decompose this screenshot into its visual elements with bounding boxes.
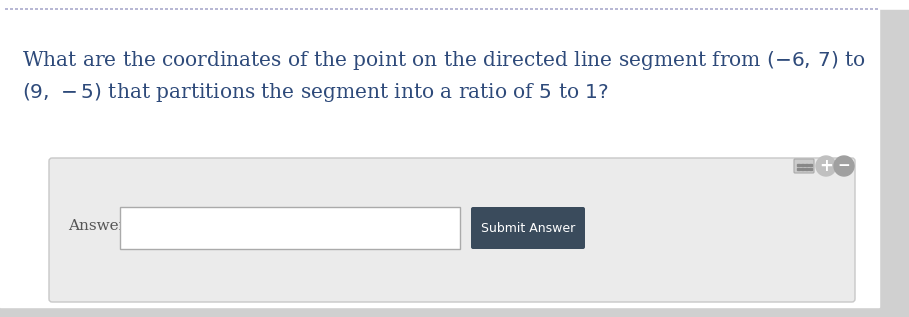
FancyBboxPatch shape bbox=[49, 158, 855, 302]
Text: +: + bbox=[819, 157, 833, 175]
Bar bbox=[120, 207, 460, 249]
FancyBboxPatch shape bbox=[471, 207, 585, 249]
Text: What are the coordinates of the point on the directed line segment from $(-6,\,7: What are the coordinates of the point on… bbox=[22, 49, 865, 72]
Bar bbox=[801, 168, 804, 170]
Circle shape bbox=[816, 156, 836, 176]
Bar bbox=[805, 164, 807, 166]
Bar bbox=[879, 10, 909, 317]
Bar bbox=[809, 164, 812, 166]
Text: $(9,\,-5)$ that partitions the segment into a ratio of $5$ to $1?$: $(9,\,-5)$ that partitions the segment i… bbox=[22, 81, 609, 104]
Bar bbox=[0, 307, 879, 317]
Circle shape bbox=[834, 156, 854, 176]
Text: Answer:: Answer: bbox=[68, 219, 131, 233]
FancyBboxPatch shape bbox=[794, 159, 814, 173]
Text: Submit Answer: Submit Answer bbox=[481, 222, 575, 235]
Bar bbox=[805, 168, 807, 170]
Bar bbox=[809, 168, 812, 170]
Text: −: − bbox=[837, 158, 851, 173]
Bar bbox=[801, 164, 804, 166]
Bar bbox=[797, 168, 800, 170]
Bar bbox=[797, 164, 800, 166]
